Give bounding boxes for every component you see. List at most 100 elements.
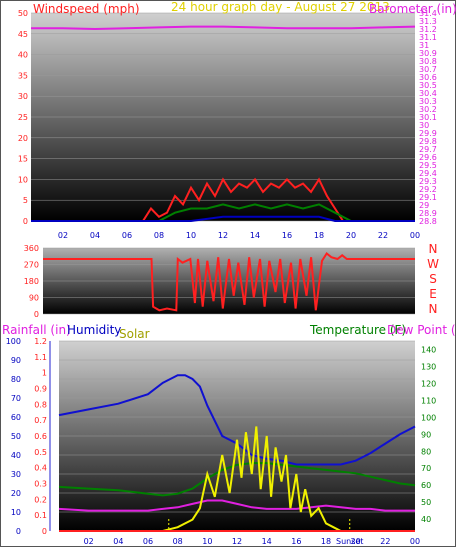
wind-y-tick-label: 40 xyxy=(18,51,28,60)
direction-y-tick-label: 270 xyxy=(24,261,39,270)
barometer-y-tick-label: 30.9 xyxy=(419,49,437,58)
wind-x-tick-label: 06 xyxy=(122,231,132,240)
climate-x-tick-label: 00 xyxy=(410,537,420,546)
wind-x-tick-label: 04 xyxy=(90,231,100,240)
barometer-y-tick-label: 29 xyxy=(419,201,429,210)
barometer-y-tick-label: 29.4 xyxy=(419,169,437,178)
humidity-y-tick-label: 40 xyxy=(11,451,21,460)
rainfall-y-tick-label: 0.9 xyxy=(34,385,47,394)
barometer-y-tick-label: 29.5 xyxy=(419,161,437,170)
barometer-y-tick-label: 30.7 xyxy=(419,65,437,74)
wind-series-line-3 xyxy=(31,215,415,222)
temperature-y-tick-label: 90 xyxy=(421,430,431,439)
barometer-y-tick-label: 31.4 xyxy=(419,9,437,18)
direction-y-tick-label: 90 xyxy=(29,294,39,303)
rainfall-y-tick-label: 1 xyxy=(42,369,47,378)
barometer-y-tick-label: 31 xyxy=(419,41,429,50)
direction-y-tick-label: 0 xyxy=(34,310,39,319)
temperature-y-tick-label: 110 xyxy=(421,396,436,405)
wind-series-line-0 xyxy=(31,25,416,31)
climate-x-tick-label: 08 xyxy=(173,537,183,546)
direction-y-tick-label: 180 xyxy=(24,277,39,286)
wind-x-tick-label: 16 xyxy=(282,231,292,240)
climate-x-tick-label: 06 xyxy=(143,537,153,546)
humidity-y-tick-label: 90 xyxy=(11,356,21,365)
temperature-y-tick-label: 80 xyxy=(421,447,431,456)
compass-label: W xyxy=(427,257,439,271)
climate-x-tick-label: 16 xyxy=(291,537,301,546)
wind-x-tick-label: 22 xyxy=(378,231,388,240)
humidity-y-tick-label: 10 xyxy=(11,508,21,517)
rainfall-y-tick-label: 0.7 xyxy=(34,416,47,425)
humidity-y-tick-label: 70 xyxy=(11,394,21,403)
solar-axis-label: Solar xyxy=(119,327,150,341)
climate-x-tick-label: 12 xyxy=(232,537,242,546)
wind-y-tick-label: 15 xyxy=(18,155,28,164)
wind-y-tick-label: 5 xyxy=(23,196,28,205)
barometer-y-tick-label: 30.2 xyxy=(419,105,437,114)
climate-series-line-3 xyxy=(59,426,415,532)
temperature-y-tick-label: 40 xyxy=(421,515,431,524)
compass-label: N xyxy=(429,302,438,316)
barometer-y-tick-label: 30.5 xyxy=(419,81,437,90)
barometer-y-tick-label: 30 xyxy=(419,121,429,130)
temperature-y-tick-label: 50 xyxy=(421,498,431,507)
barometer-y-tick-label: 28.8 xyxy=(419,217,437,226)
barometer-y-tick-label: 29.1 xyxy=(419,193,437,202)
rainfall-y-tick-label: 1.2 xyxy=(34,337,47,346)
compass-label: E xyxy=(429,287,437,301)
barometer-y-tick-label: 29.3 xyxy=(419,177,437,186)
temperature-y-tick-label: 100 xyxy=(421,413,436,422)
barometer-y-tick-label: 29.7 xyxy=(419,145,437,154)
barometer-y-tick-label: 30.3 xyxy=(419,97,437,106)
wind-x-tick-label: 00 xyxy=(410,231,420,240)
wind-y-tick-label: 20 xyxy=(18,134,28,143)
rainfall-y-tick-label: 0.1 xyxy=(34,511,47,520)
climate-series-line-2 xyxy=(58,499,415,512)
humidity-y-tick-label: 50 xyxy=(11,432,21,441)
humidity-y-tick-label: 60 xyxy=(11,413,21,422)
temperature-y-tick-label: 120 xyxy=(421,379,436,388)
wind-y-tick-label: 25 xyxy=(18,113,28,122)
wind-y-tick-label: 10 xyxy=(18,175,28,184)
compass-label: N xyxy=(429,242,438,256)
wind-x-tick-label: 08 xyxy=(154,231,164,240)
barometer-y-tick-label: 31.1 xyxy=(419,33,437,42)
rainfall-y-tick-label: 0.3 xyxy=(34,480,47,489)
humidity-axis-label: Humidity xyxy=(67,323,121,337)
wind-y-tick-label: 50 xyxy=(18,9,28,18)
wind-y-tick-label: 30 xyxy=(18,92,28,101)
rainfall-axis-label: Rainfall (in) xyxy=(2,323,71,337)
rainfall-y-tick-label: 0 xyxy=(42,527,47,536)
barometer-y-tick-label: 30.6 xyxy=(419,73,437,82)
rainfall-y-tick-label: 0.4 xyxy=(34,464,47,473)
barometer-y-tick-label: 30.4 xyxy=(419,89,437,98)
wind-y-tick-label: 0 xyxy=(23,217,28,226)
windspeed-axis-label: Windspeed (mph) xyxy=(33,2,140,16)
wind-x-tick-label: 18 xyxy=(314,231,324,240)
barometer-y-tick-label: 28.9 xyxy=(419,209,437,218)
wind-x-tick-label: 02 xyxy=(58,231,68,240)
barometer-y-tick-label: 29.2 xyxy=(419,185,437,194)
humidity-y-tick-label: 20 xyxy=(11,489,21,498)
wind-series-line-2 xyxy=(31,203,415,222)
wind-x-tick-label: 10 xyxy=(186,231,196,240)
barometer-y-tick-label: 29.6 xyxy=(419,153,437,162)
rainfall-y-tick-label: 0.8 xyxy=(34,400,47,409)
wind-x-tick-label: 12 xyxy=(218,231,228,240)
climate-x-tick-label: 20 xyxy=(351,537,361,546)
rainfall-y-tick-label: 0.6 xyxy=(34,432,47,441)
temperature-axis-label: Temperature (F) xyxy=(309,323,406,337)
temperature-y-tick-label: 130 xyxy=(421,362,436,371)
rainfall-y-tick-label: 0.5 xyxy=(34,448,47,457)
humidity-y-tick-label: 100 xyxy=(6,337,21,346)
sunset-label: Sunset xyxy=(336,537,363,546)
climate-x-tick-label: 10 xyxy=(202,537,212,546)
rainfall-y-tick-label: 1.1 xyxy=(34,353,47,362)
wind-series-line-1 xyxy=(31,177,415,222)
barometer-axis-label: Barometer (in) xyxy=(369,2,456,16)
dewpoint-axis-label: Dew Point (F) xyxy=(387,323,456,337)
barometer-y-tick-label: 29.9 xyxy=(419,129,437,138)
